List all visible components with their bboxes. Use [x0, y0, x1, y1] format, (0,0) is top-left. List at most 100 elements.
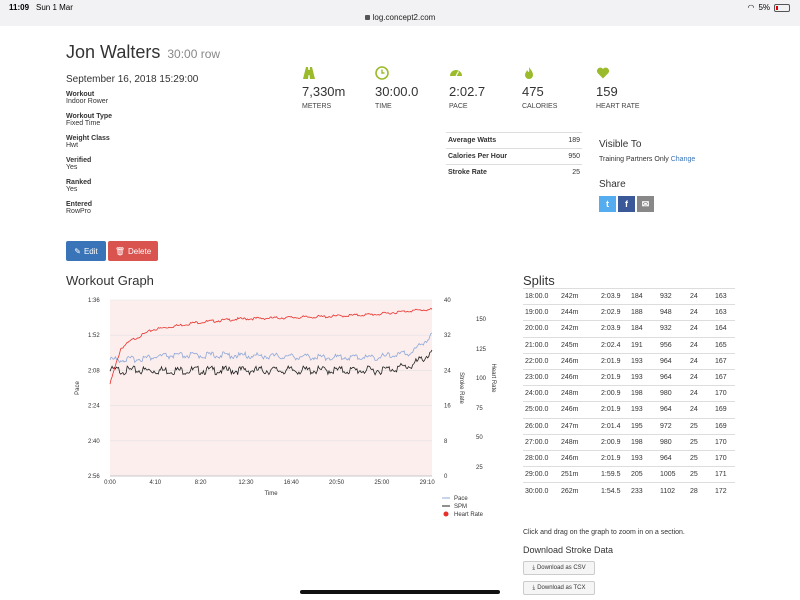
delete-button[interactable]: 🗑 Delete — [108, 241, 158, 261]
legend-label: SPM — [454, 504, 467, 510]
y2-tick-label: 0 — [444, 474, 448, 480]
split-cell: 1:54.5 — [599, 482, 629, 499]
split-cell: 2:00.9 — [599, 433, 629, 451]
y3-tick-label: 50 — [476, 435, 483, 441]
speedometer-icon — [450, 70, 462, 77]
splits-title: Splits — [523, 273, 555, 288]
legend-heart-rate-swatch — [443, 511, 449, 517]
x-axis-label: Time — [264, 491, 278, 497]
split-cell: 171 — [713, 466, 735, 483]
stat-value: 7,330m — [302, 84, 346, 99]
heart-rate-line — [109, 307, 433, 385]
split-cell: 25:00.0 — [523, 401, 559, 418]
stat-heart-rate: 159 HEART RATE — [596, 66, 676, 110]
y-tick-label: 2:56 — [88, 474, 100, 480]
split-cell: 2:02.4 — [599, 336, 629, 354]
workout-subtitle: 30:00 row — [167, 47, 221, 61]
split-cell: 1005 — [658, 466, 688, 483]
graph-hint: Click and drag on the graph to zoom in o… — [523, 529, 685, 536]
email-share-button[interactable]: ✉ — [637, 196, 654, 212]
y2-axis-label: Stroke Rate — [458, 372, 464, 404]
download-title: Download Stroke Data — [523, 545, 614, 555]
split-cell: 24:00.0 — [523, 385, 559, 402]
twitter-share-button[interactable]: t — [599, 196, 616, 212]
metric-row: Stroke Rate 25 — [446, 164, 582, 180]
url-text: log.concept2.com — [372, 13, 436, 22]
table-row: 25:00.0 246m 2:01.9 193 964 24 169 — [523, 401, 735, 418]
x-tick-label: 16:40 — [284, 480, 300, 486]
split-cell: 244m — [559, 304, 599, 321]
split-cell: 27:00.0 — [523, 433, 559, 451]
split-cell: 172 — [713, 482, 735, 499]
y-tick-label: 1:52 — [88, 333, 100, 339]
stat-time: 30:00.0 TIME — [375, 66, 455, 110]
stat-value: 2:02.7 — [449, 84, 486, 99]
stat-value: 30:00.0 — [375, 84, 419, 99]
split-cell: 24 — [688, 401, 713, 418]
detail-label: Verified — [66, 157, 92, 164]
split-cell: 24 — [688, 336, 713, 354]
split-cell: 26:00.0 — [523, 417, 559, 435]
trash-icon: 🗑 — [114, 246, 126, 256]
detail-label: Workout — [66, 91, 95, 98]
detail-value: Yes — [66, 186, 78, 193]
y-axis-label: Pace — [75, 381, 81, 395]
facebook-share-button[interactable]: f — [618, 196, 635, 212]
split-cell: 246m — [559, 352, 599, 370]
battery-level: 5% — [758, 3, 770, 12]
home-indicator[interactable] — [300, 590, 500, 594]
table-row: 29:00.0 251m 1:59.5 205 1005 25 171 — [523, 466, 735, 483]
detail-value: Fixed Time — [66, 120, 101, 127]
download-tcx-button[interactable]: ⤓ Download as TCX — [523, 581, 595, 595]
detail-label: Entered — [66, 201, 93, 208]
table-row: 24:00.0 248m 2:00.9 198 980 24 170 — [523, 385, 735, 402]
x-tick-label: 29:10 — [420, 480, 436, 486]
split-cell: 28:00.0 — [523, 449, 559, 467]
split-cell: 25 — [688, 433, 713, 451]
delete-button-label: Delete — [128, 246, 152, 256]
workout-datetime: September 16, 2018 15:29:00 — [66, 74, 199, 85]
split-cell: 28 — [688, 482, 713, 499]
y3-tick-label: 75 — [476, 406, 483, 412]
stat-calories: 475 CALORIES — [522, 66, 602, 110]
spm-line — [109, 349, 433, 376]
y2-tick-label: 8 — [444, 439, 448, 445]
split-cell: 246m — [559, 368, 599, 386]
download-tcx-label: Download as TCX — [537, 585, 586, 591]
splits-table: 18:00.0 242m 2:03.9 184 932 24 163 19:00.0 244m 2… — [523, 287, 735, 499]
detail-label: Ranked — [66, 179, 92, 186]
ios-status-bar: 11:09 Sun 1 Mar log.concept2.com ◠ 5% — [0, 0, 800, 26]
split-cell: 19:00.0 — [523, 304, 559, 321]
split-cell: 170 — [713, 433, 735, 451]
split-cell: 24 — [688, 320, 713, 338]
address-bar[interactable]: log.concept2.com — [0, 13, 800, 22]
y3-axis-label: Heart Rate — [490, 363, 496, 393]
legend-label: Heart Rate — [454, 512, 484, 518]
y2-tick-label: 32 — [444, 333, 451, 339]
status-indicators: ◠ 5% — [747, 3, 790, 12]
metric-row: Calories Per Hour 950 — [446, 148, 582, 164]
stat-meters: 7,330m METERS — [302, 66, 382, 110]
wifi-icon: ◠ — [747, 3, 755, 12]
split-cell: 932 — [658, 287, 688, 305]
split-cell: 262m — [559, 482, 599, 499]
metric-value: 25 — [572, 169, 580, 176]
split-cell: 245m — [559, 336, 599, 354]
change-visibility-link[interactable]: Change — [670, 156, 696, 163]
x-tick-label: 0:00 — [104, 480, 116, 486]
split-cell: 184 — [629, 320, 658, 338]
metric-value: 950 — [568, 153, 580, 160]
workout-graph[interactable]: 1:36 40 1:52 32 2:08 24 2:24 16 2:40 8 2:56 0 150 125… — [70, 293, 510, 523]
split-cell: 163 — [713, 287, 735, 305]
workout-metrics: Average Watts 189 Calories Per Hour 950 … — [446, 132, 582, 180]
split-cell: 956 — [658, 336, 688, 354]
split-cell: 972 — [658, 417, 688, 435]
split-cell: 188 — [629, 304, 658, 321]
download-csv-button[interactable]: ⤓ Download as CSV — [523, 561, 595, 575]
edit-button[interactable]: ✎ Edit — [66, 241, 106, 261]
split-cell: 169 — [713, 417, 735, 435]
split-cell: 167 — [713, 352, 735, 370]
stat-value: 159 — [596, 84, 618, 99]
road-icon — [303, 67, 315, 79]
split-cell: 164 — [713, 320, 735, 338]
